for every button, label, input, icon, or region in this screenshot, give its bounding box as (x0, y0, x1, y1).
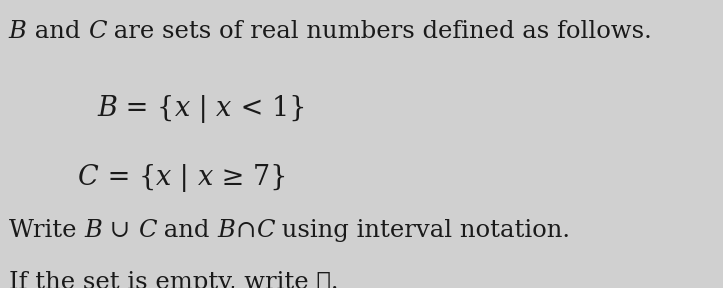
Text: ∩: ∩ (235, 219, 255, 242)
Text: x: x (216, 95, 231, 122)
Text: are sets of real numbers defined as follows.: are sets of real numbers defined as foll… (106, 20, 652, 43)
Text: using interval notation.: using interval notation. (274, 219, 570, 242)
Text: B: B (9, 20, 27, 43)
Text: C: C (255, 219, 274, 242)
Text: = {: = { (117, 95, 175, 122)
Text: and: and (27, 20, 87, 43)
Text: ≥ 7}: ≥ 7} (213, 164, 288, 191)
Text: x: x (197, 164, 213, 191)
Text: Write: Write (9, 219, 84, 242)
Text: = {: = { (99, 164, 156, 191)
Text: < 1}: < 1} (231, 95, 306, 122)
Text: x: x (175, 95, 190, 122)
Text: and: and (156, 219, 218, 242)
Text: |: | (190, 95, 216, 123)
Text: B: B (218, 219, 235, 242)
Text: B: B (84, 219, 102, 242)
Text: x: x (156, 164, 171, 191)
Text: If the set is empty, write ∅.: If the set is empty, write ∅. (9, 271, 338, 288)
Text: B: B (98, 95, 117, 122)
Text: ∪: ∪ (102, 219, 137, 242)
Text: C: C (137, 219, 156, 242)
Text: |: | (171, 164, 197, 192)
Text: C: C (78, 164, 99, 191)
Text: C: C (87, 20, 106, 43)
